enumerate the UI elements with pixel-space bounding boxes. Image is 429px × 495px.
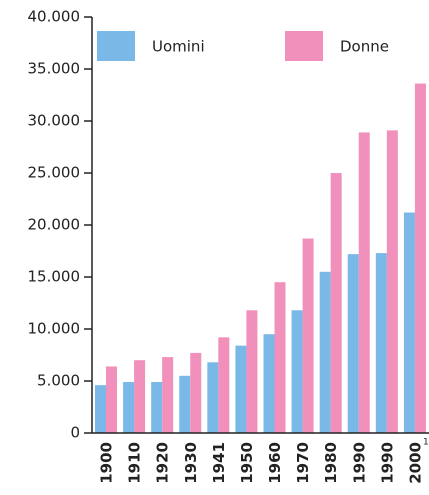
bar (162, 357, 174, 433)
x-tick-label: 1960 (266, 442, 284, 484)
legend-label: Uomini (152, 38, 205, 56)
x-tick-label: 1941 (210, 442, 228, 484)
x-tick-label: 1980 (322, 442, 340, 484)
x-tick-label: 2000 (406, 442, 424, 484)
legend-swatch (97, 31, 135, 61)
bar (218, 337, 230, 433)
bar (263, 334, 275, 433)
bar (179, 375, 191, 433)
y-tick-label: 15.000 (28, 268, 81, 286)
bar (95, 385, 106, 433)
y-tick-label: 35.000 (28, 60, 81, 78)
x-tick-label: 1950 (238, 442, 256, 484)
bar (319, 271, 331, 433)
footnote-mark: 1 (423, 438, 429, 448)
y-tick-label: 10.000 (28, 320, 81, 338)
bar (151, 382, 163, 433)
bar (291, 310, 303, 433)
legend-swatch (285, 31, 323, 61)
bar (347, 254, 359, 433)
bar (246, 310, 258, 433)
bar (302, 238, 314, 433)
bar (414, 83, 426, 433)
y-tick-label: 25.000 (28, 164, 81, 182)
bar (403, 212, 415, 433)
y-tick-label: 30.000 (28, 112, 81, 130)
bar (106, 366, 117, 433)
y-tick-label: 40.000 (28, 8, 81, 26)
legend-label: Donne (340, 38, 389, 56)
bar (274, 282, 286, 433)
bar (134, 360, 146, 433)
x-tick-label: 1990 (350, 442, 368, 484)
x-tick-label: 1930 (182, 442, 200, 484)
bar (330, 173, 342, 433)
y-tick-label: 5.000 (37, 372, 80, 390)
x-tick-label: 1990 (378, 442, 396, 484)
y-tick-label: 0 (70, 424, 80, 442)
y-tick-label: 20.000 (28, 216, 81, 234)
x-tick-label: 1910 (126, 442, 144, 484)
bar (190, 352, 202, 433)
bar (123, 382, 135, 433)
x-tick-label: 1920 (154, 442, 172, 484)
x-tick-label: 1900 (98, 442, 116, 484)
bar (358, 132, 370, 433)
bar (375, 253, 387, 433)
x-tick-label: 1970 (294, 442, 312, 484)
bar (235, 345, 247, 433)
bar (207, 362, 219, 433)
bar (386, 130, 398, 434)
